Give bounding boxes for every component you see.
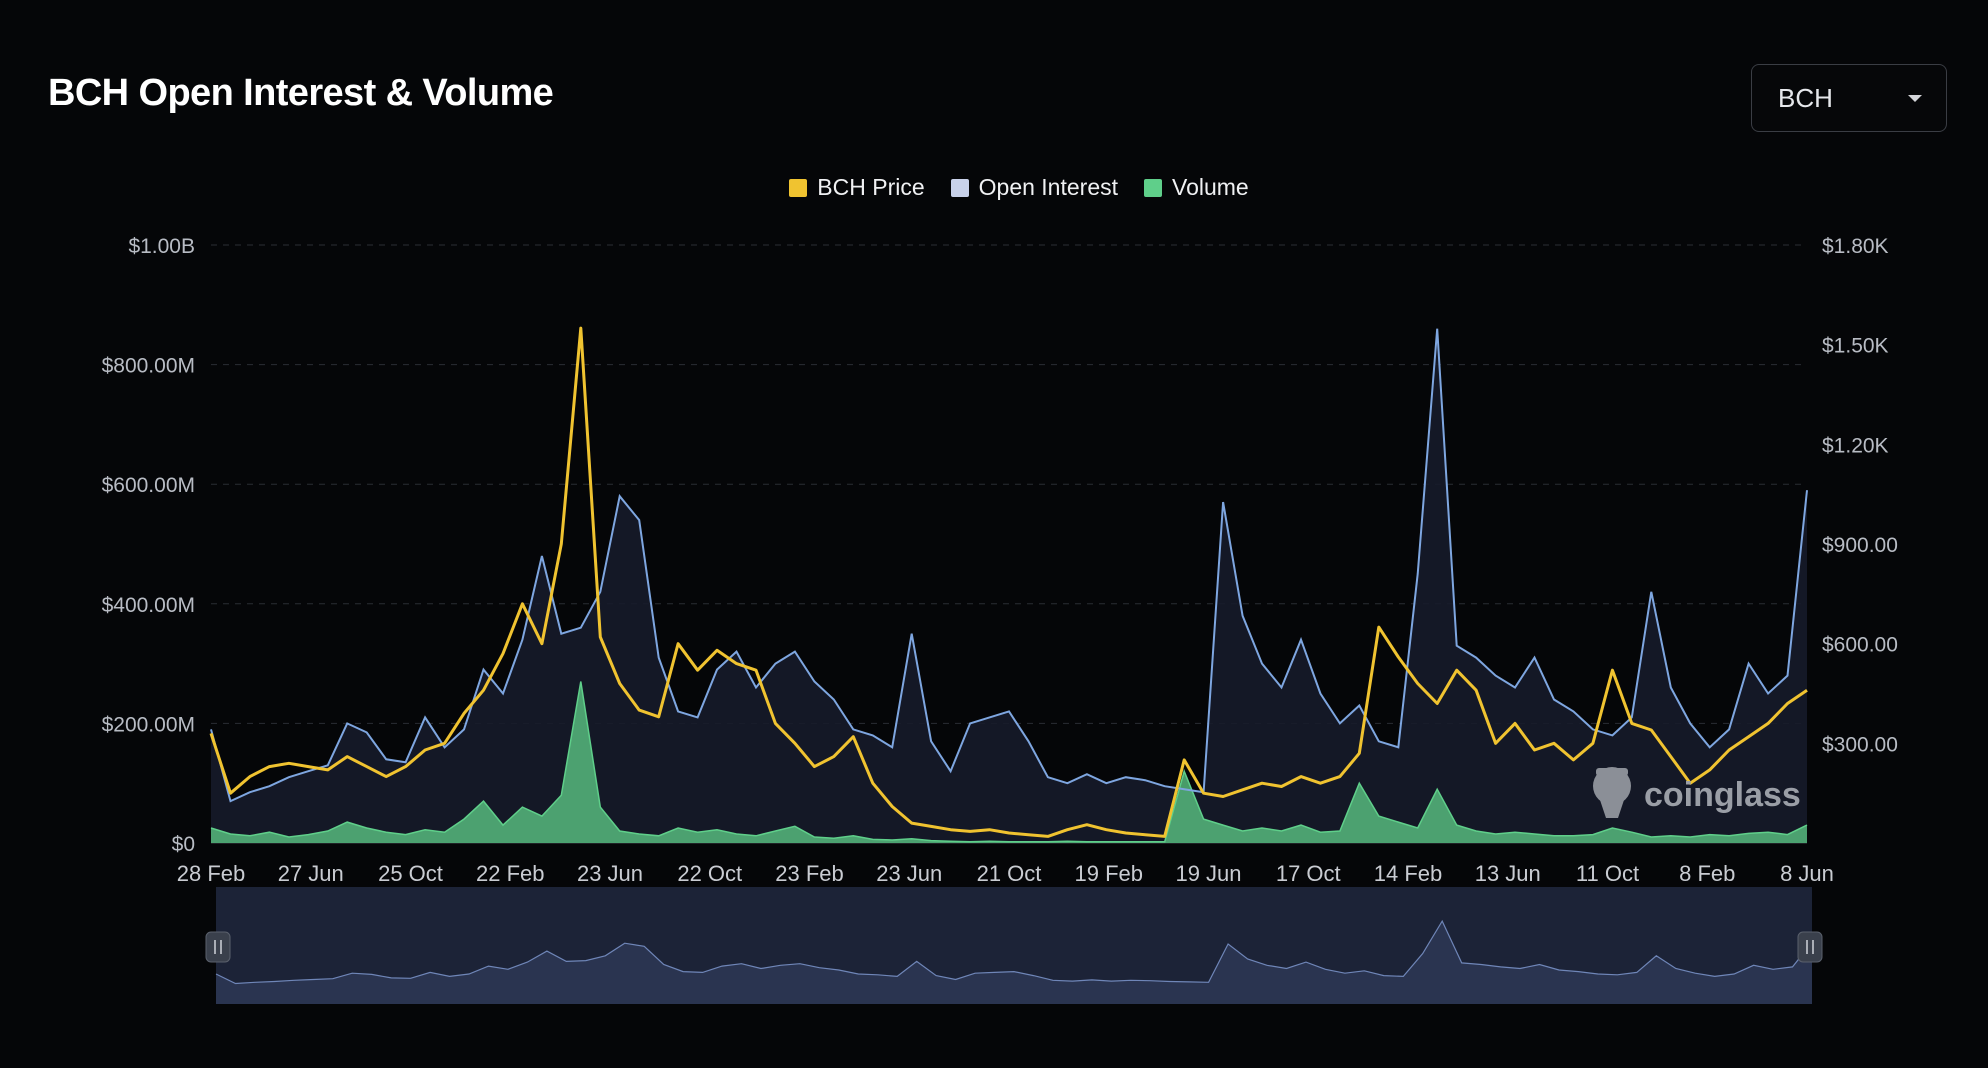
x-tick-label: 19 Feb	[1075, 861, 1144, 886]
symbol-select[interactable]: BCH	[1751, 64, 1947, 132]
x-tick-label: 11 Oct	[1576, 861, 1639, 886]
x-tick-label: 22 Feb	[476, 861, 545, 886]
x-tick-label: 13 Jun	[1475, 861, 1541, 886]
watermark-text: coinglass	[1644, 776, 1801, 814]
legend-label-price: BCH Price	[817, 174, 925, 200]
left-tick-label: $600.00M	[102, 474, 195, 497]
x-tick-label: 19 Jun	[1175, 861, 1241, 886]
symbol-select-value: BCH	[1778, 82, 1833, 113]
left-tick-label: $1.00B	[128, 235, 195, 258]
legend-label-open-interest: Open Interest	[978, 174, 1118, 200]
left-tick-label: $400.00M	[102, 594, 195, 617]
x-tick-label: 8 Feb	[1679, 861, 1735, 886]
left-tick-label: $200.00M	[102, 713, 195, 736]
price-series-line	[209, 326, 1808, 838]
watermark: coinglass	[1593, 767, 1801, 818]
coinglass-logo-icon	[1593, 767, 1631, 818]
x-tick-label: 21 Oct	[977, 861, 1042, 886]
left-axis: $0 $200.00M $400.00M $600.00M $800.00M $1.00B	[102, 235, 195, 856]
volume-series-line	[210, 681, 1808, 843]
x-tick-label: 8 Jun	[1780, 861, 1834, 886]
navigator-series-line	[215, 919, 1813, 985]
legend-swatch-volume	[1144, 178, 1162, 197]
left-tick-label: $0	[172, 833, 195, 856]
chart-legend: BCH Price Open Interest Volume	[0, 174, 1988, 201]
x-tick-label: 23 Feb	[775, 861, 844, 886]
right-tick-label: $1.20K	[1822, 434, 1889, 457]
legend-item-volume[interactable]: Volume	[1144, 174, 1249, 201]
right-tick-label: $1.50K	[1822, 335, 1889, 358]
legend-item-open-interest[interactable]: Open Interest	[950, 174, 1118, 201]
navigator-handle-left[interactable]	[205, 931, 231, 963]
x-tick-label: 27 Jun	[278, 861, 344, 886]
legend-item-price[interactable]: BCH Price	[789, 174, 925, 201]
right-tick-label: $1.80K	[1822, 235, 1889, 258]
legend-swatch-open-interest	[950, 178, 969, 197]
left-tick-label: $800.00M	[102, 355, 195, 378]
chevron-down-icon	[1908, 94, 1922, 102]
right-axis: $300.00 $600.00 $900.00 $1.20K $1.50K $1.80K	[1822, 235, 1898, 756]
x-tick-label: 14 Feb	[1374, 861, 1443, 886]
x-tick-label: 28 Feb	[177, 861, 246, 886]
navigator-series-area	[216, 921, 1812, 1004]
navigator-handle-right[interactable]	[1797, 931, 1823, 963]
open-interest-area	[211, 328, 1807, 843]
x-tick-label: 22 Oct	[677, 861, 742, 886]
open-interest-series-line	[210, 328, 1808, 803]
x-tick-label: 23 Jun	[876, 861, 942, 886]
page-title: BCH Open Interest & Volume	[48, 72, 554, 114]
range-navigator	[205, 887, 1823, 1004]
x-axis: 28 Feb 27 Jun 25 Oct 22 Feb 23 Jun 22 Oct 23 F…	[177, 861, 1834, 886]
x-tick-label: 23 Jun	[577, 861, 643, 886]
right-tick-label: $300.00	[1822, 733, 1898, 756]
legend-label-volume: Volume	[1172, 174, 1249, 200]
legend-swatch-price	[789, 178, 808, 197]
plot-area	[209, 326, 1808, 843]
right-tick-label: $600.00	[1822, 634, 1898, 657]
x-tick-label: 17 Oct	[1276, 861, 1341, 886]
right-tick-label: $900.00	[1822, 534, 1898, 557]
x-tick-label: 25 Oct	[378, 861, 443, 886]
